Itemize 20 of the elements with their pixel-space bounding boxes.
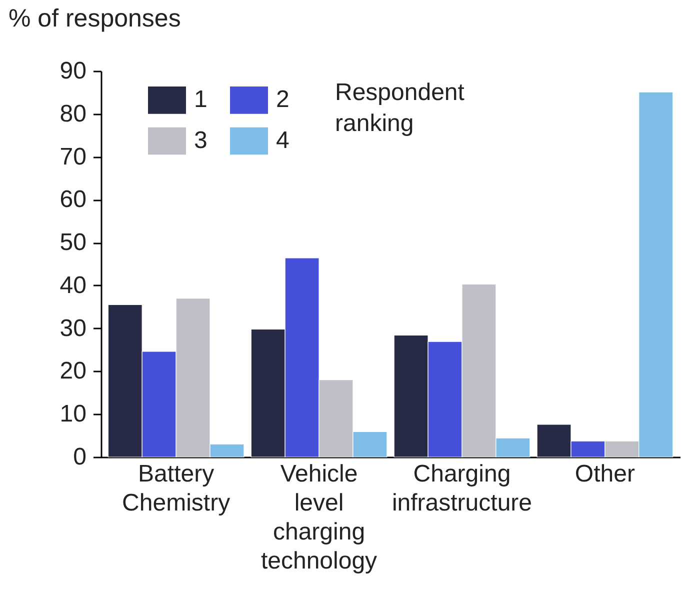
y-tick-label: 0 [73, 444, 86, 470]
y-axis-title: % of responses [8, 4, 181, 32]
y-tick-label: 90 [60, 58, 86, 84]
y-tick-label: 40 [60, 272, 86, 299]
x-tick-label: Vehicle level charging technology [260, 460, 378, 574]
x-tick-label: Battery Chemistry [122, 460, 230, 516]
y-tick-label: 60 [60, 186, 86, 214]
legend-title: Respondent ranking [335, 79, 465, 137]
x-tick-label: Other [574, 460, 635, 488]
y-tick-label: 80 [60, 100, 86, 128]
legend-label: 1 [194, 86, 208, 114]
y-tick-label: 20 [60, 358, 86, 385]
y-tick-label: 50 [60, 229, 86, 256]
legend-label: 4 [276, 127, 290, 154]
legend-label: 2 [276, 86, 290, 114]
x-tick-label: Charging infrastructure [392, 460, 532, 516]
y-tick-label: 70 [60, 143, 86, 170]
y-tick-label: 30 [60, 314, 86, 342]
y-tick-label: 10 [60, 400, 86, 428]
legend-label: 3 [194, 127, 208, 154]
